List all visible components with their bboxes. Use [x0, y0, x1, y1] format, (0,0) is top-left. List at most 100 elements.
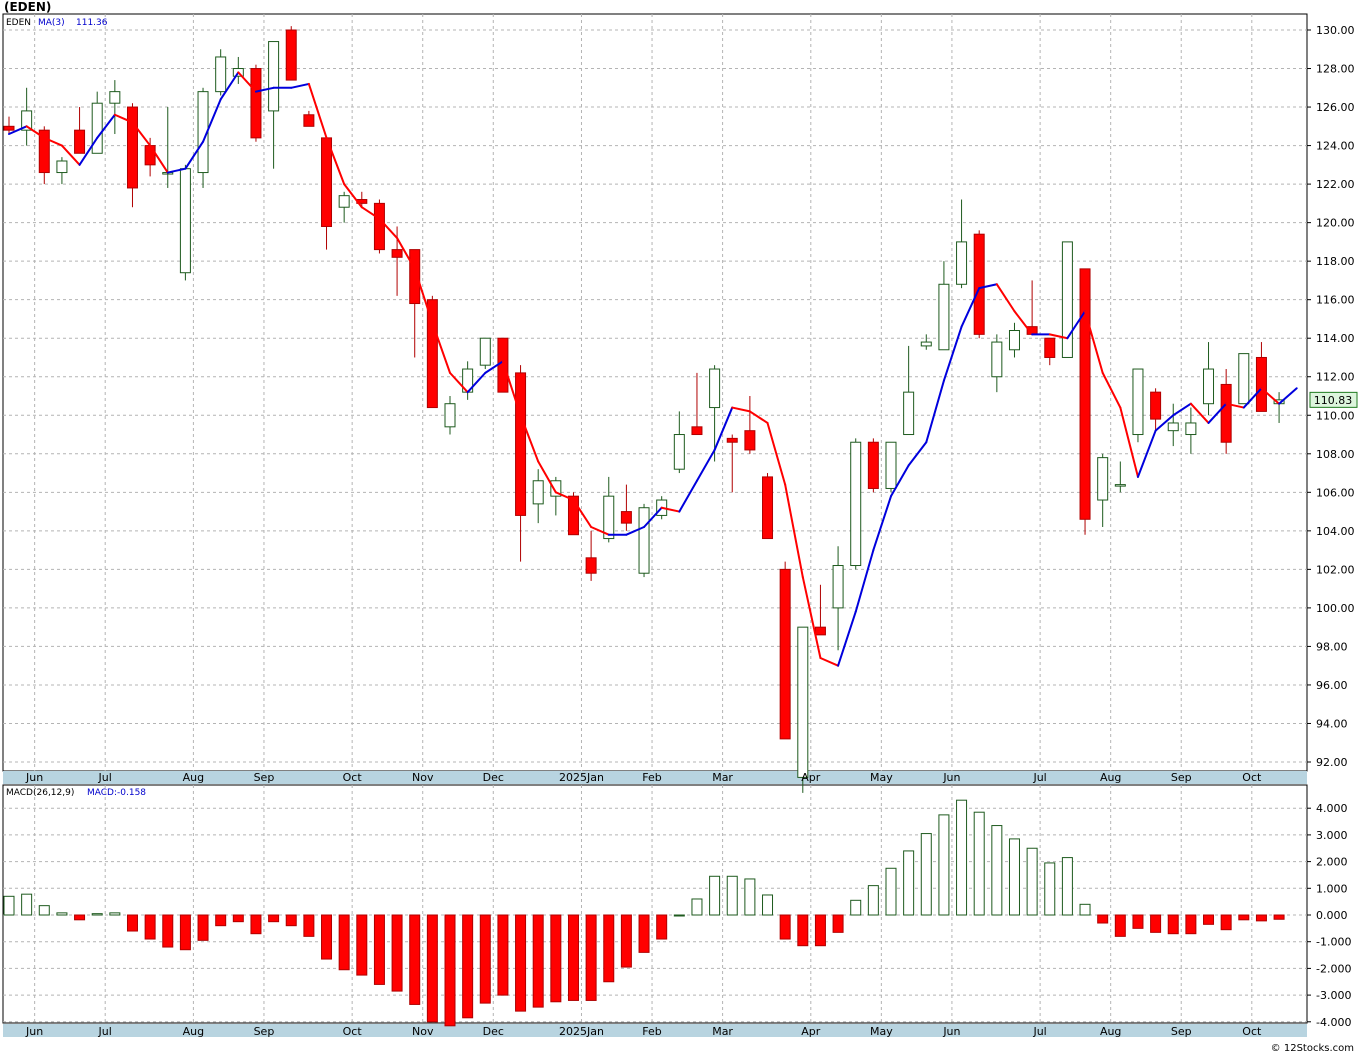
candle-body — [444, 403, 456, 428]
macd-bar — [1238, 914, 1250, 921]
macd-y-tick-label: 2.000 — [1316, 856, 1348, 869]
candle — [338, 191, 350, 223]
candle — [109, 80, 121, 135]
price-y-tick-label: 92.00 — [1316, 756, 1348, 769]
macd-bar — [867, 885, 879, 916]
candle-body — [638, 507, 650, 574]
ma3-segment — [1013, 310, 1034, 336]
candle — [603, 476, 615, 543]
ma3-segment — [449, 371, 469, 394]
macd-bar — [38, 905, 50, 916]
candle — [532, 469, 544, 524]
candle — [673, 411, 685, 474]
candle — [1167, 403, 1179, 447]
macd-y-axis-labels: -4.000 -3.000 -2.000 -1.000 0.000 1.000 2.000 3… — [1307, 802, 1351, 1029]
candle — [850, 438, 862, 570]
candle — [1185, 407, 1197, 454]
candle — [479, 337, 491, 370]
macd-x-tick-label: Dec — [483, 1025, 504, 1038]
candle-body — [762, 476, 774, 540]
ma3-segment — [343, 183, 363, 209]
macd-bar — [426, 914, 438, 1023]
macd-bar — [603, 914, 615, 983]
ma3-segment — [731, 406, 751, 413]
macd-y-tick-label: 4.000 — [1316, 802, 1348, 815]
candle-body — [920, 341, 932, 347]
price-y-tick-label: 96.00 — [1316, 679, 1348, 692]
price-x-tick-label: Feb — [642, 771, 661, 784]
ma3-segment — [766, 421, 787, 486]
ma3-segment — [960, 287, 981, 328]
macd-bar — [250, 914, 262, 935]
candle — [867, 438, 879, 493]
macd-bar — [479, 914, 491, 1004]
candle — [426, 295, 438, 409]
candle-body — [1203, 368, 1215, 405]
candle — [215, 49, 227, 96]
macd-bar — [762, 894, 774, 916]
price-x-tick-label: 2025Jan — [559, 771, 604, 784]
price-y-tick-label: 124.00 — [1316, 140, 1355, 153]
price-x-tick-label: Sep — [254, 771, 275, 784]
macd-x-tick-label: Sep — [1171, 1025, 1192, 1038]
candle — [126, 103, 138, 208]
price-x-tick-label: Oct — [1242, 771, 1262, 784]
ma3-segment — [1084, 310, 1104, 374]
macd-bar — [691, 898, 703, 916]
ma3-segment — [590, 525, 610, 536]
candle-body — [1167, 422, 1179, 432]
candle-body — [515, 372, 527, 516]
macd-legend-value: MACD:-0.158 — [87, 788, 146, 798]
ma3-segment — [748, 410, 769, 424]
price-x-tick-label: Aug — [1100, 771, 1121, 784]
candle — [1097, 453, 1109, 527]
ma3-segment — [78, 136, 99, 166]
candle-body — [691, 426, 703, 436]
candle — [1255, 342, 1267, 412]
ma3-segment — [1278, 387, 1298, 405]
candlesticks — [3, 26, 1285, 793]
macd-bar — [232, 914, 244, 923]
candle-body — [338, 195, 350, 208]
candle — [1220, 369, 1232, 454]
candle-body — [391, 249, 403, 258]
ma3-segment — [237, 71, 257, 93]
candle-body — [620, 511, 632, 524]
macd-bar — [656, 914, 668, 940]
ma3-segment — [854, 549, 875, 613]
ma3-segment — [60, 144, 81, 166]
candle-body — [956, 241, 968, 285]
ma3-segment — [254, 86, 275, 93]
ma3-segment — [801, 576, 822, 659]
macd-bar — [91, 913, 103, 916]
ma3-line — [8, 71, 1298, 667]
macd-bar — [1167, 914, 1179, 935]
macd-bar — [885, 867, 897, 916]
macd-bar — [1044, 862, 1056, 916]
macd-bar — [779, 914, 791, 940]
price-x-tick-label: Oct — [343, 771, 363, 784]
ma3-segment — [360, 206, 381, 220]
candle-body — [532, 480, 544, 505]
ma3-segment — [819, 656, 840, 667]
macd-bar — [1097, 914, 1109, 924]
price-x-tick-label: Jul — [1032, 771, 1046, 784]
candle-body — [973, 233, 985, 335]
ma3-segment — [149, 144, 169, 174]
price-y-tick-label: 110.00 — [1316, 409, 1355, 422]
macd-x-tick-label: Jul — [1032, 1025, 1046, 1038]
macd-bar — [814, 914, 826, 947]
candle-body — [21, 110, 33, 131]
macd-bar — [409, 914, 421, 1005]
candle-body — [832, 565, 844, 609]
ma3-segment — [113, 113, 134, 124]
candle — [620, 484, 632, 531]
macd-bar — [638, 914, 650, 953]
macd-x-tick-label: Jun — [25, 1025, 43, 1038]
macd-x-tick-label: Aug — [183, 1025, 204, 1038]
candle — [762, 473, 774, 540]
price-y-tick-label: 106.00 — [1316, 486, 1355, 499]
macd-bar — [268, 914, 280, 923]
